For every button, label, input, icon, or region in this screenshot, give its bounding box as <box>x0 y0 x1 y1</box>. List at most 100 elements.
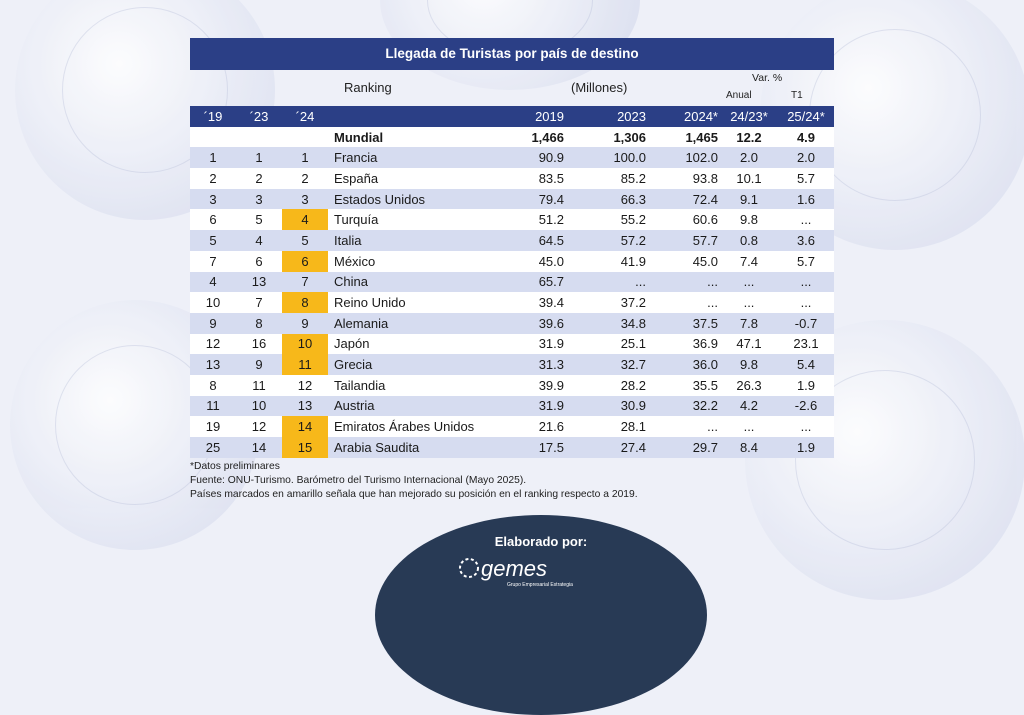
note-line: Países marcados en amarillo señala que h… <box>190 488 638 500</box>
arrivals-2019-cell: 90.9 <box>494 147 578 169</box>
tourism-table-card: Llegada de Turistas por país de destino … <box>190 38 834 502</box>
note-line: *Datos preliminares <box>190 460 280 472</box>
arrivals-2024-cell: 72.4 <box>660 188 720 210</box>
col-header: 2019 <box>494 106 578 127</box>
country-name-cell: Austria <box>328 395 494 417</box>
rank-2019-cell: 4 <box>190 271 236 293</box>
rank-2019-cell: 5 <box>190 230 236 251</box>
var-anual-cell: 26.3 <box>720 374 778 396</box>
t1-label: T1 <box>791 90 803 101</box>
var-anual-cell: 9.1 <box>720 188 778 210</box>
country-name-cell: Turquía <box>328 209 494 231</box>
arrivals-2023-cell: 57.2 <box>578 230 660 251</box>
rank-2019-cell: 9 <box>190 312 236 334</box>
arrivals-2023-cell: 85.2 <box>578 168 660 189</box>
var-anual-cell: 7.8 <box>720 312 778 334</box>
rank-2023-cell: 8 <box>236 312 282 334</box>
var-t1-cell: 1.9 <box>778 437 834 458</box>
arrivals-2019-cell: 21.6 <box>494 416 578 437</box>
rank-2019-cell: 1 <box>190 147 236 169</box>
table-notes: *Datos preliminares Fuente: ONU-Turismo.… <box>190 460 834 502</box>
country-name-cell: Grecia <box>328 354 494 375</box>
col-header: 2023 <box>578 106 660 127</box>
world-var-t1: 4.9 <box>778 126 834 148</box>
country-name-cell: Tailandia <box>328 374 494 396</box>
var-t1-cell: -0.7 <box>778 312 834 334</box>
col-header: ´24 <box>282 106 328 127</box>
arrivals-2024-cell: 37.5 <box>660 312 720 334</box>
arrivals-2024-cell: 45.0 <box>660 250 720 272</box>
rank-2024-cell: 13 <box>282 395 328 417</box>
arrivals-2023-cell: 32.7 <box>578 354 660 375</box>
table-row: 4 13 7 China 65.7............ <box>190 271 834 293</box>
rank-2019-cell: 10 <box>190 292 236 313</box>
var-t1-cell: 1.6 <box>778 188 834 210</box>
rank-2023-cell: 12 <box>236 416 282 437</box>
rank-2024-cell: 12 <box>282 374 328 396</box>
rank-2019-cell: 13 <box>190 354 236 375</box>
arrivals-2019-cell: 17.5 <box>494 437 578 458</box>
var-t1-cell: 2.0 <box>778 147 834 169</box>
country-name-cell: Japón <box>328 333 494 355</box>
arrivals-2023-cell: 25.1 <box>578 333 660 355</box>
rank-2024-cell: 4 <box>282 209 328 231</box>
col-header: ´19 <box>190 106 236 127</box>
rank-2023-cell: 14 <box>236 437 282 458</box>
arrivals-2019-cell: 31.9 <box>494 333 578 355</box>
table-subheader: Ranking (Millones) Var. % Anual T1 <box>190 70 834 106</box>
rank-2019-cell: 2 <box>190 168 236 189</box>
anual-label: Anual <box>726 90 752 101</box>
rank-2024-cell: 8 <box>282 292 328 313</box>
arrivals-2023-cell: 41.9 <box>578 250 660 272</box>
var-t1-cell: 5.7 <box>778 168 834 189</box>
var-anual-cell: 9.8 <box>720 209 778 231</box>
table-row: 12 16 10 Japón 31.9 25.1 36.9 47.1 23.1 <box>190 333 834 355</box>
rank-2024-cell: 2 <box>282 168 328 189</box>
world-row: Mundial 1,466 1,306 1,465 12.2 4.9 <box>190 126 834 148</box>
arrivals-2024-cell: 60.6 <box>660 209 720 231</box>
world-v2024: 1,465 <box>660 126 720 148</box>
arrivals-2023-cell: 27.4 <box>578 437 660 458</box>
world-v2019: 1,466 <box>494 126 578 148</box>
var-label: Var. % <box>752 72 783 84</box>
table-title: Llegada de Turistas por país de destino <box>190 38 834 70</box>
table-row: 6 5 4 Turquía 51.2 55.2 60.6 9.8... <box>190 209 834 231</box>
var-anual-cell: 8.4 <box>720 437 778 458</box>
rank-2019-cell: 25 <box>190 437 236 458</box>
var-anual-cell: 2.0 <box>720 147 778 169</box>
arrivals-2024-cell: ... <box>660 292 720 313</box>
rank-2024-cell: 11 <box>282 354 328 375</box>
country-name-cell: Estados Unidos <box>328 188 494 210</box>
arrivals-2024-cell: ... <box>660 271 720 293</box>
arrivals-2019-cell: 51.2 <box>494 209 578 231</box>
rank-2023-cell: 5 <box>236 209 282 231</box>
rank-2023-cell: 3 <box>236 188 282 210</box>
rank-2023-cell: 2 <box>236 168 282 189</box>
arrivals-2019-cell: 45.0 <box>494 250 578 272</box>
table-header-row: ´19 ´23 ´24 2019 2023 2024* 24/23* 25/24… <box>190 106 834 127</box>
var-t1-cell: 5.7 <box>778 250 834 272</box>
table-row: 25 14 15 Arabia Saudita 17.5 27.4 29.7 8.4 1.9 <box>190 437 834 458</box>
rank-2024-cell: 15 <box>282 437 328 458</box>
rank-2019-cell: 11 <box>190 395 236 417</box>
var-anual-cell: ... <box>720 271 778 293</box>
country-name-cell: Emiratos Árabes Unidos <box>328 416 494 437</box>
arrivals-2023-cell: 28.1 <box>578 416 660 437</box>
arrivals-2024-cell: 57.7 <box>660 230 720 251</box>
rank-2019-cell: 7 <box>190 250 236 272</box>
country-name-cell: México <box>328 250 494 272</box>
var-t1-cell: ... <box>778 292 834 313</box>
rank-2023-cell: 4 <box>236 230 282 251</box>
gemes-logo-icon: gemes Grupo Empresarial Estrategia <box>459 556 573 588</box>
var-anual-cell: ... <box>720 416 778 437</box>
table-row: 19 12 14 Emiratos Árabes Unidos 21.6 28.1....… <box>190 416 834 437</box>
var-anual-cell: 47.1 <box>720 333 778 355</box>
rank-2024-cell: 6 <box>282 250 328 272</box>
rank-2023-cell: 7 <box>236 292 282 313</box>
arrivals-2019-cell: 39.4 <box>494 292 578 313</box>
arrivals-2024-cell: 36.0 <box>660 354 720 375</box>
var-t1-cell: ... <box>778 416 834 437</box>
arrivals-2023-cell: ... <box>578 271 660 293</box>
var-anual-cell: 7.4 <box>720 250 778 272</box>
arrivals-2019-cell: 83.5 <box>494 168 578 189</box>
